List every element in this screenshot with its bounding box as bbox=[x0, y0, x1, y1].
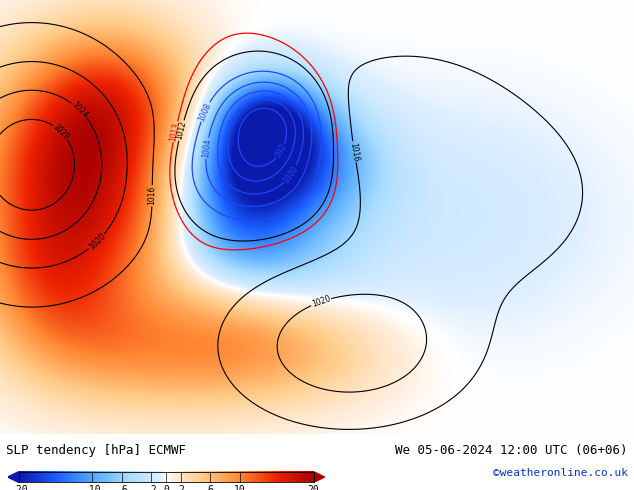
Text: ©weatheronline.co.uk: ©weatheronline.co.uk bbox=[493, 467, 628, 478]
Text: 6: 6 bbox=[207, 485, 213, 490]
Text: We 05-06-2024 12:00 UTC (06+06): We 05-06-2024 12:00 UTC (06+06) bbox=[395, 444, 628, 457]
Text: 996: 996 bbox=[226, 113, 240, 129]
Text: -20: -20 bbox=[10, 485, 27, 490]
Text: 1020: 1020 bbox=[87, 232, 107, 251]
Text: -2: -2 bbox=[145, 485, 157, 490]
Text: SLP tendency [hPa] ECMWF: SLP tendency [hPa] ECMWF bbox=[6, 444, 186, 457]
Text: 1008: 1008 bbox=[197, 101, 213, 122]
Text: -10: -10 bbox=[84, 485, 101, 490]
Text: 10: 10 bbox=[234, 485, 246, 490]
Text: 1016: 1016 bbox=[148, 186, 157, 205]
Text: 1012: 1012 bbox=[174, 120, 188, 141]
Polygon shape bbox=[314, 472, 325, 482]
Text: 992: 992 bbox=[274, 142, 289, 159]
Text: 1004: 1004 bbox=[201, 138, 212, 158]
Text: -6: -6 bbox=[116, 485, 127, 490]
Text: 1013: 1013 bbox=[169, 122, 182, 142]
Text: 1024: 1024 bbox=[70, 100, 89, 120]
Text: 1020: 1020 bbox=[311, 294, 332, 309]
Text: 1000: 1000 bbox=[281, 164, 300, 185]
Text: 2: 2 bbox=[178, 485, 184, 490]
Polygon shape bbox=[8, 472, 18, 482]
Text: 0: 0 bbox=[163, 485, 169, 490]
Text: 1028: 1028 bbox=[51, 122, 71, 142]
Text: 20: 20 bbox=[307, 485, 320, 490]
Text: 1016: 1016 bbox=[349, 142, 360, 162]
